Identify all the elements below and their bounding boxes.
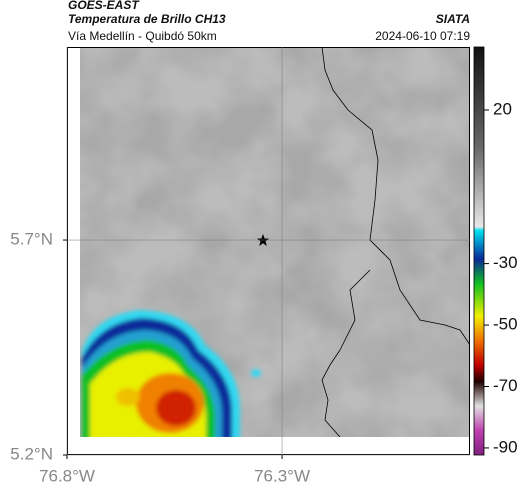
x-tick-label: 76.8°W <box>39 466 95 485</box>
colorbar-tick-label: 20 <box>493 99 512 118</box>
colorbar-tick-label: -70 <box>493 376 518 395</box>
subtitle: Temperatura de Brillo CH13 <box>68 12 226 26</box>
satellite-image <box>80 47 470 437</box>
colorbar <box>473 46 485 456</box>
title: GOES-EAST <box>68 0 140 12</box>
map-frame <box>67 47 470 455</box>
datetime: 2024-06-10 07:19 <box>375 29 470 43</box>
region: Vía Medellín - Quibdó 50km <box>68 29 217 43</box>
axes: 76.8°W 76.3°W 5.2°N 5.7°N 20 -30 -50 -70 -90 <box>10 47 518 485</box>
y-tick-label: 5.2°N <box>10 444 53 463</box>
colorbar-tick-label: -30 <box>493 253 518 272</box>
colorbar-tick-label: -50 <box>493 315 518 334</box>
y-tick-label: 5.7°N <box>10 230 53 249</box>
x-tick-label: 76.3°W <box>254 466 310 485</box>
colorbar-tick-label: -90 <box>493 437 518 456</box>
source: SIATA <box>436 12 470 26</box>
